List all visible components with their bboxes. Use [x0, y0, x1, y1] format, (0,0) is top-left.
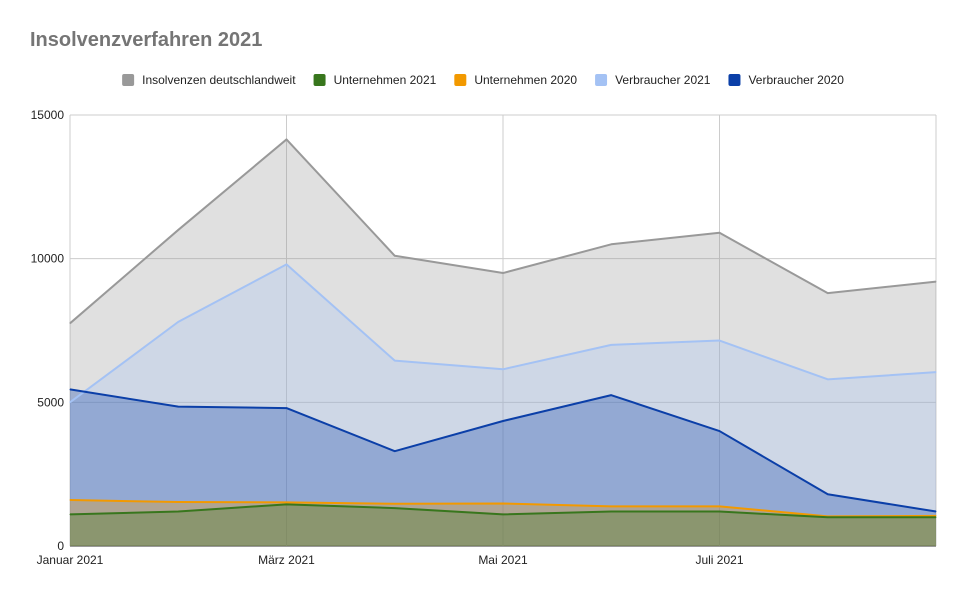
point-unternehmen-2021-2 [286, 503, 287, 505]
point-unternehmen-2020-3 [394, 503, 396, 505]
area-insolvenzen-deutschlandweit [70, 139, 936, 546]
point-verbraucher-2020-2 [286, 407, 287, 409]
x-tick-label: März 2021 [258, 553, 315, 567]
point-unternehmen-2020-0 [69, 499, 71, 501]
legend: Insolvenzen deutschlandweit Unternehmen 2… [122, 73, 844, 87]
point-verbraucher-2021-5 [610, 344, 612, 346]
area-unternehmen-2021 [70, 504, 936, 546]
point-verbraucher-2020-4 [502, 420, 504, 422]
x-tick-label: Januar 2021 [37, 553, 104, 567]
point-unternehmen-2020-1 [177, 501, 179, 503]
point-insolvenzen-deutschlandweit-1 [177, 229, 179, 231]
series-areas [70, 139, 936, 546]
legend-label: Unternehmen 2020 [474, 73, 577, 87]
point-insolvenzen-deutschlandweit-4 [502, 272, 504, 274]
point-insolvenzen-deutschlandweit-6 [719, 232, 720, 234]
point-insolvenzen-deutschlandweit-3 [394, 255, 396, 257]
legend-swatch [595, 74, 608, 86]
point-verbraucher-2021-0 [69, 401, 71, 403]
legend-label: Verbraucher 2021 [615, 73, 711, 87]
point-unternehmen-2021-0 [69, 513, 71, 515]
point-unternehmen-2020-6 [719, 505, 720, 507]
x-tick-label: Juli 2021 [695, 553, 743, 567]
legend-item-unternehmen-2021[interactable]: Unternehmen 2021 [313, 73, 437, 87]
point-unternehmen-2020-8 [935, 515, 937, 517]
legend-item-verbraucher-2021[interactable]: Verbraucher 2021 [595, 73, 711, 87]
point-verbraucher-2021-6 [719, 340, 720, 342]
area-verbraucher-2021 [70, 264, 936, 546]
point-unternehmen-2021-3 [394, 507, 396, 509]
point-verbraucher-2021-3 [394, 360, 396, 362]
legend-item-unternehmen-2020[interactable]: Unternehmen 2020 [454, 73, 577, 87]
point-insolvenzen-deutschlandweit-5 [610, 243, 612, 245]
point-unternehmen-2021-4 [502, 513, 504, 515]
point-verbraucher-2020-3 [394, 450, 396, 452]
point-insolvenzen-deutschlandweit-2 [286, 138, 287, 140]
legend-item-insolvenzen-deutschlandweit[interactable]: Insolvenzen deutschlandweit [122, 73, 296, 87]
point-verbraucher-2021-4 [502, 368, 504, 370]
chart-title: Insolvenzverfahren 2021 [30, 29, 263, 51]
point-verbraucher-2021-7 [827, 378, 829, 380]
axis-labels: 0 5000 10000 15000 Januar 2021 März 2021 Mai 2… [31, 108, 744, 567]
point-verbraucher-2020-8 [935, 511, 937, 513]
point-unternehmen-2020-2 [286, 501, 287, 503]
legend-swatch [122, 74, 135, 86]
point-verbraucher-2020-1 [177, 406, 179, 408]
point-verbraucher-2020-5 [610, 394, 612, 396]
legend-label: Verbraucher 2020 [748, 73, 844, 87]
series-lines [69, 138, 937, 519]
point-unternehmen-2021-8 [935, 516, 937, 518]
y-tick-label: 10000 [31, 252, 65, 266]
point-verbraucher-2021-1 [177, 321, 179, 323]
legend-label: Insolvenzen deutschlandweit [142, 73, 296, 87]
y-tick-label: 15000 [31, 108, 65, 122]
x-tick-label: Mai 2021 [478, 553, 528, 567]
point-verbraucher-2020-6 [719, 430, 720, 432]
y-tick-label: 5000 [37, 395, 64, 409]
legend-swatch [454, 74, 467, 86]
point-insolvenzen-deutschlandweit-7 [827, 292, 829, 294]
legend-label: Unternehmen 2021 [334, 73, 437, 87]
point-unternehmen-2021-6 [719, 511, 720, 513]
point-insolvenzen-deutschlandweit-8 [935, 281, 937, 283]
point-insolvenzen-deutschlandweit-0 [69, 322, 71, 324]
y-tick-label: 0 [57, 539, 64, 553]
point-unternehmen-2020-4 [502, 502, 504, 504]
point-unternehmen-2021-1 [177, 511, 179, 513]
point-unternehmen-2021-5 [610, 511, 612, 513]
legend-item-verbraucher-2020[interactable]: Verbraucher 2020 [728, 73, 844, 87]
grid [69, 114, 937, 547]
legend-swatch [728, 74, 741, 86]
point-verbraucher-2021-2 [286, 263, 287, 265]
point-unternehmen-2021-7 [827, 516, 829, 518]
legend-swatch [313, 74, 326, 86]
point-verbraucher-2020-0 [69, 388, 71, 390]
point-verbraucher-2021-8 [935, 371, 937, 373]
point-verbraucher-2020-7 [827, 493, 829, 495]
point-unternehmen-2020-5 [610, 505, 612, 507]
